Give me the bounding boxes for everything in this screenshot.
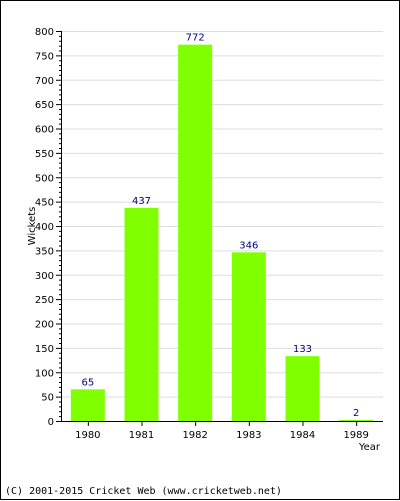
x-tick-label: 1984	[290, 430, 315, 441]
bar-value-label: 346	[239, 240, 258, 251]
y-tick-label: 300	[35, 271, 54, 282]
data-labels: 65 437 772 346 133 2	[81, 33, 359, 419]
x-tick-label: 1989	[343, 430, 368, 441]
y-tick-label: 550	[35, 149, 54, 160]
x-tick-label: 1983	[236, 430, 261, 441]
y-tick-label: 100	[35, 368, 54, 379]
bar-value-label: 772	[186, 33, 205, 44]
y-tick-label: 450	[35, 198, 54, 209]
y-tick-label: 50	[41, 393, 54, 404]
y-tick-label: 750	[35, 51, 54, 62]
x-axis-title: Year	[358, 442, 381, 453]
bar	[178, 44, 213, 422]
y-tick-label: 700	[35, 76, 54, 87]
y-tick-label: 200	[35, 320, 54, 331]
x-tick-label: 1981	[129, 430, 154, 441]
bar-value-label: 133	[293, 344, 312, 355]
y-axis-title: Wickets	[27, 207, 38, 246]
axes: 0 50 100 150 200 250 300 350 400 450 500 550 600 650 7…	[35, 27, 383, 441]
y-tick-label: 250	[35, 295, 54, 306]
bars	[70, 44, 374, 422]
bar	[70, 389, 105, 421]
bar	[231, 252, 266, 421]
grid-lines	[61, 31, 383, 398]
y-tick-label: 650	[35, 100, 54, 111]
bar	[285, 356, 320, 421]
x-tick-label: 1980	[75, 430, 100, 441]
y-tick-label: 600	[35, 125, 54, 136]
y-tick-label: 150	[35, 344, 54, 355]
copyright-footer: (C) 2001-2015 Cricket Web (www.cricketwe…	[5, 486, 282, 497]
bar	[124, 207, 159, 421]
y-tick-label: 400	[35, 222, 54, 233]
bar-value-label: 2	[353, 408, 359, 419]
y-tick-label: 500	[35, 173, 54, 184]
y-tick-label: 800	[35, 27, 54, 38]
bar-value-label: 437	[132, 196, 151, 207]
y-tick-label: 350	[35, 246, 54, 257]
y-tick-label: 0	[48, 417, 54, 428]
bar-value-label: 65	[81, 377, 94, 388]
bar	[339, 420, 374, 421]
x-tick-label: 1982	[182, 430, 207, 441]
